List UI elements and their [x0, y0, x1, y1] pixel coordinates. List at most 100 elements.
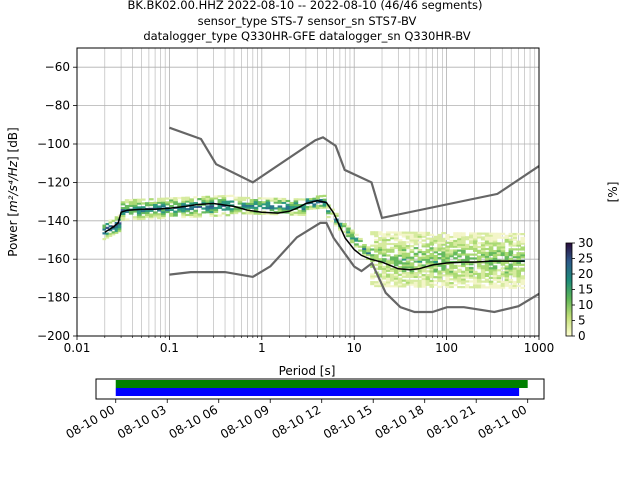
density-cell	[285, 211, 291, 214]
density-cell	[488, 240, 494, 243]
density-cell	[472, 253, 478, 256]
density-cell	[441, 239, 446, 242]
density-cell	[409, 233, 415, 236]
density-cell	[504, 269, 510, 272]
density-cell	[457, 237, 462, 241]
density-cell	[293, 200, 299, 203]
density-cell	[508, 253, 514, 257]
density-cell	[409, 266, 415, 269]
density-cell	[401, 252, 407, 255]
density-cell	[370, 277, 375, 280]
density-cell	[496, 269, 502, 272]
density-cell	[484, 263, 490, 266]
density-cell	[508, 252, 514, 255]
density-cell	[508, 263, 514, 266]
density-cell	[397, 277, 403, 280]
density-cell	[281, 197, 287, 201]
density-cell	[461, 245, 466, 248]
density-cell	[465, 284, 470, 287]
density-cell	[520, 254, 525, 257]
density-cell	[492, 267, 498, 270]
density-cell	[449, 264, 454, 267]
density-cell	[124, 210, 130, 213]
density-cell	[213, 208, 219, 212]
density-cell	[185, 200, 190, 203]
density-cell	[401, 250, 407, 253]
density-cell	[465, 253, 470, 256]
density-cell	[492, 282, 498, 285]
density-cell	[472, 282, 478, 285]
density-cell	[417, 233, 423, 236]
density-cell	[484, 265, 490, 268]
density-cell	[496, 286, 502, 289]
density-cell	[433, 241, 438, 244]
density-cell	[393, 260, 399, 263]
density-cell	[209, 214, 215, 217]
density-cell	[397, 285, 403, 288]
density-cell	[305, 206, 310, 209]
density-cell	[241, 212, 247, 215]
density-cell	[401, 283, 407, 286]
density-cell	[504, 271, 510, 274]
density-cell	[429, 237, 435, 240]
density-cell	[136, 215, 142, 219]
density-cell	[397, 254, 403, 257]
density-cell	[492, 274, 498, 278]
density-cell	[342, 230, 347, 233]
density-cell	[425, 249, 431, 252]
density-cell	[465, 270, 470, 273]
density-cell	[429, 243, 435, 246]
density-cell	[461, 262, 466, 266]
density-cell	[209, 212, 215, 216]
density-cell	[229, 210, 235, 213]
density-cell	[425, 274, 431, 277]
density-cell	[417, 235, 423, 238]
density-cell	[421, 281, 427, 284]
density-cell	[488, 249, 494, 253]
density-cell	[488, 286, 494, 289]
density-cell	[393, 267, 399, 271]
density-cell	[492, 255, 498, 258]
x-tick-label: 1	[258, 341, 266, 355]
density-cell	[445, 272, 450, 275]
density-cell	[476, 280, 482, 283]
density-cell	[221, 195, 227, 198]
density-cell	[476, 259, 482, 262]
density-cell	[157, 217, 162, 220]
density-cell	[480, 269, 486, 272]
density-cell	[181, 202, 186, 205]
density-cell	[277, 201, 283, 204]
density-cell	[225, 194, 231, 198]
density-cell	[382, 269, 387, 272]
colorbar-tick-label: 10	[578, 298, 593, 312]
density-cell	[465, 238, 470, 241]
density-cell	[213, 206, 219, 210]
density-cell	[425, 243, 431, 246]
density-cell	[157, 213, 162, 216]
density-cell	[350, 237, 355, 240]
density-cell	[225, 208, 231, 211]
density-cell	[173, 200, 178, 204]
density-cell	[520, 267, 525, 270]
density-cell	[233, 210, 239, 213]
density-cell	[132, 202, 138, 205]
density-cell	[500, 242, 506, 245]
density-cell	[449, 255, 454, 258]
density-cell	[405, 256, 411, 259]
density-cell	[512, 267, 518, 270]
density-cell	[409, 258, 415, 261]
density-cell	[413, 247, 419, 250]
density-cell	[169, 197, 174, 200]
density-cell	[496, 284, 502, 287]
density-cell	[273, 211, 279, 214]
density-cell	[385, 231, 391, 234]
density-cell	[437, 253, 442, 256]
density-cell	[520, 240, 525, 243]
density-cell	[277, 197, 283, 200]
density-cell	[128, 212, 134, 215]
density-cell	[209, 210, 215, 214]
density-cell	[132, 210, 138, 213]
density-cell	[366, 248, 371, 251]
density-cell	[445, 278, 450, 281]
density-cell	[297, 213, 303, 216]
